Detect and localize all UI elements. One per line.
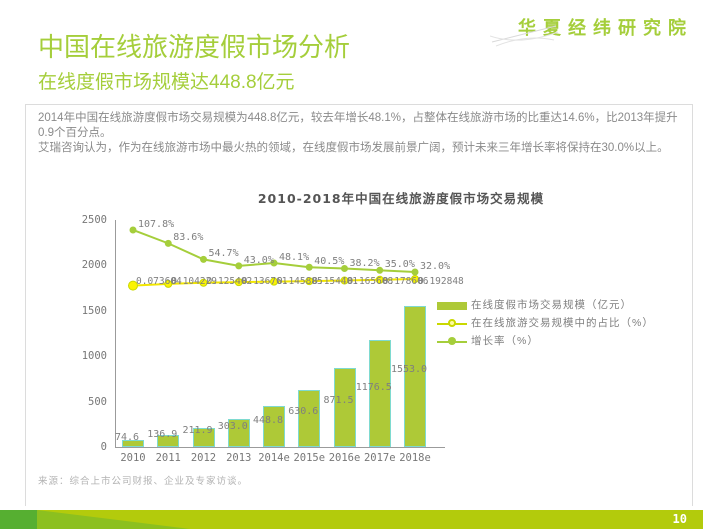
page-subtitle: 在线度假市场规模达448.8亿元 (38, 72, 295, 93)
legend-item-share-series: 在在线旅游交易规模中的占比（%） (437, 317, 655, 330)
body-paragraph-1: 2014年中国在线旅游度假市场交易规模为448.8亿元，较去年增长48.1%，占… (38, 112, 678, 139)
footer-bar: 10 (0, 510, 703, 529)
legend-label: 增长率（%） (471, 335, 539, 347)
share-ratio-label: 0.125402 (206, 276, 253, 287)
bar-2015e (298, 389, 321, 447)
y-axis-line (115, 220, 116, 447)
growth-rate-label: 83.6% (173, 232, 204, 244)
footer-green-wedge (37, 510, 190, 529)
share-ratio-label: 0.178606 (382, 276, 429, 287)
y-axis-tick-label: 2000 (81, 259, 107, 272)
bar-value-label: 211.9 (182, 425, 213, 437)
legend-label: 在在线旅游交易规模中的占比（%） (471, 317, 654, 329)
legend-item-growth-series: 增长率（%） (437, 335, 655, 348)
growth-rate-label: 54.7% (208, 248, 239, 260)
bar-2014e (263, 406, 285, 447)
globe-wireframe-icon (490, 25, 559, 47)
y-axis-tick-label: 500 (88, 395, 107, 408)
bar-value-label: 871.5 (323, 395, 354, 407)
growth-rate-label: 43.0% (243, 254, 274, 266)
growth-rate-label: 32.0% (420, 260, 451, 272)
x-axis-line (115, 447, 445, 448)
body-paragraph-2: 艾瑞咨询认为，作为在线旅游市场中最火热的领域，在线度假市场发展前景广阔，预计未来… (38, 142, 669, 154)
y-axis-tick-label: 2500 (81, 214, 107, 226)
page-title: 中国在线旅游度假市场分析 (38, 32, 351, 62)
bar-value-label: 74.6 (114, 431, 140, 443)
bar-value-label: 630.6 (288, 406, 319, 418)
page-number: 10 (672, 512, 687, 526)
x-axis-tick-label: 2010 (120, 452, 146, 464)
bar-2018e (404, 305, 426, 447)
share-ratio-label: 0.165608 (347, 276, 394, 287)
footer-dark-green-block (0, 510, 37, 529)
bar-value-label: 448.8 (252, 414, 284, 426)
chart-legend: 在线度假市场交易规模（亿元） 在在线旅游交易规模中的占比（%） 增长率（%） (437, 299, 655, 353)
bar-2010 (122, 440, 144, 447)
bar-value-label: 136.9 (147, 428, 178, 440)
share-ratio-label: 0.073604 (136, 276, 182, 287)
x-axis-tick-label: 2016e (328, 452, 361, 464)
growth-rate-label: 35.0% (384, 259, 415, 271)
chart-title: 2010-2018年中国在线旅游度假市场交易规模 (257, 191, 545, 206)
x-axis-tick-label: 2013 (226, 452, 252, 464)
y-axis-tick-label: 0 (100, 441, 107, 453)
logo-text: 华夏经纬研究院 (518, 18, 693, 38)
bar-value-label: 303.0 (217, 421, 248, 433)
content-box: 2014年中国在线旅游度假市场交易规模为448.8亿元，较去年增长48.1%，占… (25, 104, 693, 506)
growth-rate-label: 38.2% (349, 257, 380, 269)
growth-rate-label: 40.5% (314, 256, 345, 268)
bar-2011 (157, 434, 180, 447)
legend-item-bar-series: 在线度假市场交易规模（亿元） (437, 299, 655, 312)
share-ratio-label: 0.104229 (171, 276, 218, 287)
x-axis-tick-label: 2011 (155, 452, 181, 464)
share-ratio-label: 0.192848 (418, 276, 464, 287)
legend-bar-swatch-icon (437, 299, 471, 312)
x-axis-tick-label: 2015e (293, 452, 326, 464)
bar-2012 (192, 427, 215, 447)
legend-filled-circle-line-icon (437, 335, 471, 348)
logo: 华夏经纬研究院 (490, 14, 693, 47)
bar-2017e (368, 340, 391, 447)
share-ratio-label: 0.136761 (241, 276, 288, 287)
x-axis-tick-label: 2017e (363, 452, 396, 464)
x-axis-tick-label: 2018e (399, 452, 431, 464)
bar-value-label: 1553.0 (390, 364, 428, 376)
y-axis-tick-label: 1000 (81, 350, 107, 363)
x-axis-tick-label: 2012 (190, 452, 217, 464)
y-axis-tick-label: 1500 (81, 304, 107, 317)
share-ratio-label: 0.154401 (312, 276, 359, 287)
bar-value-label: 1176.5 (355, 381, 392, 393)
bar-2016e (333, 367, 356, 447)
legend-hollow-circle-line-icon (437, 317, 471, 330)
growth-rate-label: 107.8% (138, 218, 175, 230)
x-axis-tick-label: 2014e (258, 452, 290, 464)
share-ratio-label: 0.145885 (277, 276, 323, 287)
growth-rate-label: 48.1% (279, 252, 310, 264)
source-note: 来源：综合上市公司财报、企业及专家访谈。 (38, 476, 249, 487)
bar-2013 (227, 419, 250, 447)
legend-label: 在线度假市场交易规模（亿元） (471, 299, 632, 311)
